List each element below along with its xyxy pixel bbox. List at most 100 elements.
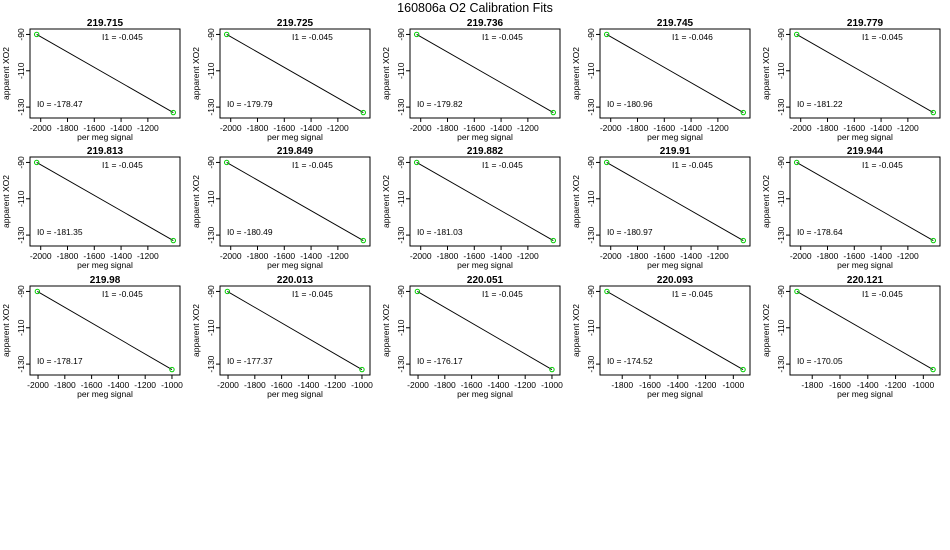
y-axis-label: apparent XO2 [1,47,11,100]
plot-frame [789,285,941,376]
data-point [603,159,610,166]
x-tick-label: -1600 [83,123,105,133]
panel-title: 219.715 [87,18,124,29]
y-tick-label: -110 [586,319,596,336]
i1-annotation: I1 = -0.046 [672,32,713,42]
panel-title: 220.121 [847,275,884,286]
x-tick-label: -1200 [885,380,907,390]
x-tick-label: -1400 [300,123,322,133]
x-tick-label: -1400 [490,251,512,261]
x-tick-label: -1800 [57,251,79,261]
plot-frame [599,28,751,119]
x-tick-label: -1200 [695,380,717,390]
x-tick-label: -1800 [627,123,649,133]
x-axis-label: per meg signal [267,132,323,142]
x-tick-label: -1800 [817,123,839,133]
panel-title: 219.736 [467,18,504,29]
x-axis-label: per meg signal [77,132,133,142]
data-point [740,109,747,116]
data-point [930,366,936,373]
y-axis-label: apparent XO2 [381,47,391,100]
x-tick-label: -1600 [843,251,865,261]
x-tick-label: -1600 [653,123,675,133]
y-axis-label: apparent XO2 [1,304,11,357]
y-tick-label: -110 [396,190,406,207]
calibration-panel: 220.051 -2000 -1800 -1600 -1400 -1200 -1000 -90… [381,275,563,399]
y-axis-label: apparent XO2 [761,304,771,357]
y-tick-label: -90 [586,156,596,169]
y-tick-label: -110 [16,62,26,79]
panel-title: 220.093 [657,275,694,286]
x-tick-label: -2000 [30,123,52,133]
x-tick-label: -2000 [790,251,812,261]
x-tick-label: -1400 [870,251,892,261]
panel-title: 219.944 [847,146,884,157]
calibration-panel: 219.849 -2000 -1800 -1600 -1400 -1200 -90 -110 -… [191,146,371,270]
y-tick-label: -130 [586,98,596,115]
x-axis-label: per meg signal [647,132,703,142]
x-tick-label: -1800 [611,380,633,390]
x-tick-label: -1800 [817,251,839,261]
x-tick-label: -1400 [680,123,702,133]
x-axis-label: per meg signal [647,389,703,399]
x-tick-label: -1800 [434,380,456,390]
y-tick-label: -90 [396,156,406,169]
i1-annotation: I1 = -0.045 [102,160,143,170]
i0-annotation: I0 = -179.79 [227,99,273,109]
y-tick-label: -130 [776,355,786,372]
x-axis-label: per meg signal [77,260,133,270]
x-tick-label: -1600 [843,123,865,133]
data-point [549,366,555,373]
x-tick-label: -1400 [870,123,892,133]
i0-annotation: I0 = -181.03 [417,227,463,237]
y-tick-label: -90 [16,28,26,41]
plot-frame [789,28,941,119]
i0-annotation: I0 = -180.97 [607,227,653,237]
x-tick-label: -1400 [667,380,689,390]
i0-annotation: I0 = -178.47 [37,99,83,109]
data-point [33,159,40,166]
x-axis-label: per meg signal [457,132,513,142]
y-axis-label: apparent XO2 [381,175,391,228]
x-tick-label: -1400 [857,380,879,390]
i0-annotation: I0 = -181.35 [37,227,83,237]
calibration-panel: 219.98 -2000 -1800 -1600 -1400 -1200 -1000 -90 -… [1,275,183,399]
i1-annotation: I1 = -0.045 [292,32,333,42]
panel-grid: 219.715 -2000 -1800 -1600 -1400 -1200 -90 -110 -… [1,18,941,399]
y-tick-label: -90 [206,28,216,41]
x-axis-label: per meg signal [267,260,323,270]
y-tick-label: -110 [206,62,216,79]
data-point [223,31,230,38]
x-axis-label: per meg signal [837,389,893,399]
i1-annotation: I1 = -0.045 [672,160,713,170]
x-tick-label: -2000 [220,251,242,261]
plot-frame [29,156,181,247]
data-point [930,237,937,244]
plot-frame [219,28,371,119]
calibration-panel: 220.121 -1800 -1600 -1400 -1200 -1000 -90 -110 -… [761,275,941,399]
data-point [33,31,40,38]
y-tick-label: -130 [396,98,406,115]
i1-annotation: I1 = -0.045 [482,289,523,299]
i0-annotation: I0 = -180.96 [607,99,653,109]
plot-frame [219,285,371,376]
plot-frame [409,285,561,376]
x-tick-label: -1600 [463,251,485,261]
i0-annotation: I0 = -174.52 [607,356,653,366]
data-point [170,109,177,116]
x-tick-label: -1600 [463,123,485,133]
fit-line [796,34,934,113]
data-point [359,366,365,373]
i1-annotation: I1 = -0.045 [672,289,713,299]
y-tick-label: -130 [776,226,786,243]
x-axis-label: per meg signal [457,260,513,270]
i1-annotation: I1 = -0.045 [862,289,903,299]
x-tick-label: -1400 [108,380,130,390]
plot-frame [409,28,561,119]
y-tick-label: -110 [776,319,786,336]
x-tick-label: -1200 [707,123,729,133]
y-tick-label: -130 [206,355,216,372]
i0-annotation: I0 = -179.82 [417,99,463,109]
x-tick-label: -1600 [271,380,293,390]
y-tick-label: -90 [16,285,26,298]
